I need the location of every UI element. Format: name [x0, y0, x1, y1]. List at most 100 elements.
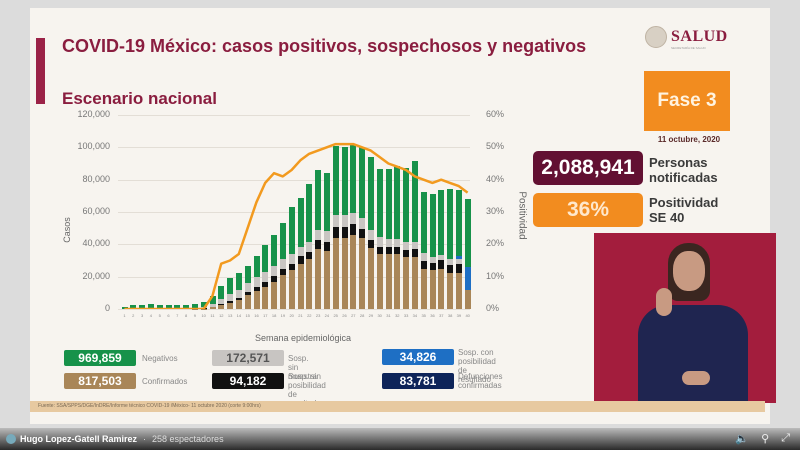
label-line: Defunciones — [458, 372, 503, 381]
defunciones-value: 83,781 — [382, 373, 454, 389]
x-tick-label: 8 — [184, 313, 188, 318]
bar-segment — [332, 237, 339, 309]
bar-week-8 — [183, 304, 190, 309]
x-tick-label: 4 — [149, 313, 152, 318]
bar-segment — [218, 286, 225, 299]
bar-segment — [411, 241, 418, 250]
bar-segment — [367, 229, 374, 240]
negativos-value: 969,859 — [64, 350, 136, 366]
x-tick-label: 9 — [193, 313, 196, 318]
notified-count: 2,088,941 — [533, 151, 643, 185]
label-line: Sosp. con posibilidad — [458, 348, 496, 366]
bar-segment — [376, 254, 383, 309]
bar-segment — [191, 304, 198, 309]
bar-segment — [420, 253, 427, 261]
bar-week-34 — [411, 161, 418, 309]
sin-muestra-value: 172,571 — [212, 350, 284, 366]
location-pin-icon[interactable]: ⚲ — [761, 433, 770, 445]
bar-segment — [156, 304, 163, 309]
bar-segment — [447, 258, 454, 265]
bar-segment — [429, 262, 436, 271]
bar-segment — [244, 292, 251, 296]
stream-info-bar: Hugo Lopez-Gatell Ramirez · 258 espectad… — [0, 428, 800, 450]
bar-segment — [218, 299, 225, 304]
bar-segment — [411, 161, 418, 242]
bar-segment — [359, 237, 366, 309]
bar-segment — [253, 255, 260, 277]
bar-segment — [403, 167, 410, 242]
bar-segment — [297, 256, 304, 264]
bar-segment — [420, 191, 427, 254]
bar-segment — [262, 282, 269, 288]
bar-segment — [209, 307, 216, 309]
bar-segment — [455, 263, 462, 274]
bar-segment — [209, 304, 216, 307]
bar-week-30 — [376, 169, 383, 309]
gridline — [118, 179, 470, 181]
bar-segment — [438, 254, 445, 260]
expand-icon[interactable]: ⤢ — [781, 432, 790, 444]
y2-tick-label: 0% — [486, 303, 500, 313]
x-tick-label: 27 — [351, 313, 356, 318]
bar-segment — [139, 304, 146, 309]
positivity-value: 36% — [533, 193, 643, 227]
bar-segment — [288, 263, 295, 271]
bar-segment — [376, 246, 383, 255]
x-tick-label: 40 — [465, 313, 470, 318]
bar-segment — [227, 278, 234, 294]
x-tick-label: 13 — [227, 313, 233, 318]
phase-badge: Fase 3 — [644, 71, 730, 131]
x-tick-label: 34 — [412, 313, 418, 318]
bar-segment — [367, 239, 374, 248]
bar-segment — [271, 281, 278, 309]
bar-segment — [359, 228, 366, 238]
x-tick-label: 32 — [395, 313, 400, 318]
bar-segment — [385, 254, 392, 309]
notified-label-line1: Personas — [649, 155, 708, 170]
bar-week-18 — [271, 235, 278, 309]
negativos-label: Negativos — [142, 354, 178, 363]
x-tick-label: 14 — [236, 313, 242, 318]
channel-name[interactable]: Hugo Lopez-Gatell Ramirez — [20, 434, 138, 444]
sin-muestra-label: Sosp. sin muestra — [288, 354, 317, 381]
x-tick-label: 23 — [315, 313, 321, 318]
bar-week-26 — [341, 147, 348, 309]
bar-segment — [438, 259, 445, 269]
bar-week-20 — [288, 207, 295, 309]
bar-week-14 — [235, 273, 242, 309]
bar-segment — [394, 246, 401, 255]
x-tick-label: 18 — [271, 313, 277, 318]
bar-week-39 — [455, 190, 462, 309]
bar-week-23 — [315, 169, 322, 309]
bar-segment — [464, 266, 471, 290]
channel-avatar-icon[interactable] — [6, 434, 16, 444]
x-tick-label: 17 — [263, 313, 268, 318]
bar-segment — [323, 250, 330, 309]
x-tick-label: 28 — [359, 313, 365, 318]
logo-text: SALUD — [671, 28, 728, 45]
slide-title: COVID-19 México: casos positivos, sospec… — [62, 36, 587, 56]
bar-week-29 — [367, 157, 374, 309]
bar-segment — [350, 144, 357, 213]
title-accent-bar — [36, 38, 45, 104]
x-tick-label: 11 — [210, 313, 215, 318]
bar-segment — [394, 254, 401, 309]
bar-week-13 — [227, 278, 234, 309]
x-tick-label: 21 — [298, 313, 303, 318]
bar-week-3 — [139, 304, 146, 309]
bar-week-31 — [385, 169, 392, 309]
interpreter-hand — [682, 371, 710, 385]
bar-segment — [464, 289, 471, 309]
confirmados-label: Confirmados — [142, 377, 188, 386]
x-tick-label: 6 — [167, 313, 170, 318]
y-tick-label: 20,000 — [82, 270, 110, 281]
bar-segment — [227, 300, 234, 303]
volume-icon[interactable]: 🔈 — [735, 433, 750, 445]
bar-week-15 — [244, 266, 251, 309]
bar-week-16 — [253, 255, 260, 309]
logo-subtext: SECRETARÍA DE SALUD — [671, 46, 706, 50]
bar-segment — [350, 234, 357, 309]
bar-segment — [367, 157, 374, 230]
bar-week-33 — [403, 167, 410, 309]
bar-segment — [253, 291, 260, 309]
